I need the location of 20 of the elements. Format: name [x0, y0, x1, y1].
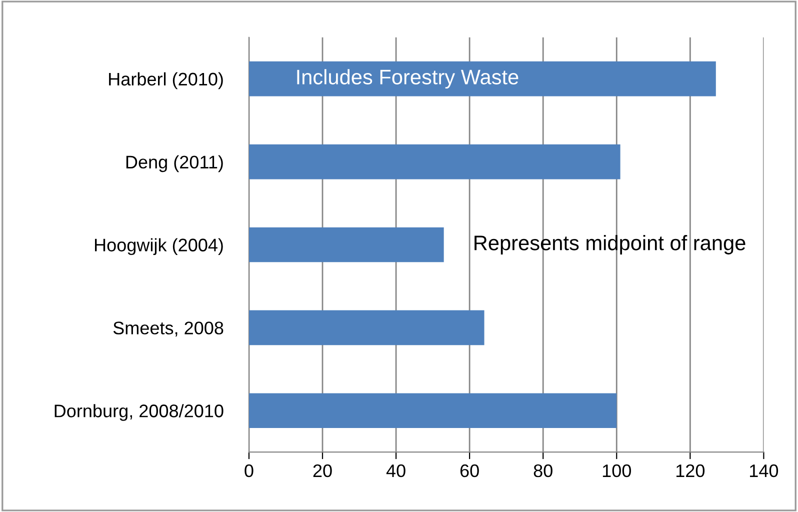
bar — [248, 227, 444, 262]
x-tick-label: 40 — [386, 464, 406, 478]
x-tick-label: 100 — [602, 464, 631, 478]
x-tick-label: 0 — [244, 464, 254, 478]
bar — [248, 310, 484, 346]
x-tick-label: 20 — [313, 464, 332, 478]
annotation: Includes Forestry Waste — [297, 69, 518, 89]
y-tick-label: Harberl (2010) — [109, 72, 223, 90]
bar — [248, 144, 620, 180]
bar — [248, 393, 617, 428]
annotation: Represents midpoint of range — [474, 235, 746, 254]
x-tick-label: 140 — [750, 464, 778, 478]
x-tick-label: 120 — [676, 464, 705, 478]
bar — [248, 61, 716, 96]
y-tick-label: Hoogwijk (2004) — [95, 238, 223, 256]
y-tick-label: Deng (2011) — [126, 155, 223, 172]
x-tick-label: 60 — [460, 464, 479, 478]
y-tick-label: Dornburg, 2008/2010 — [54, 404, 224, 421]
x-tick-label: 80 — [534, 464, 552, 478]
y-tick-label: Smeets, 2008 — [113, 322, 224, 337]
